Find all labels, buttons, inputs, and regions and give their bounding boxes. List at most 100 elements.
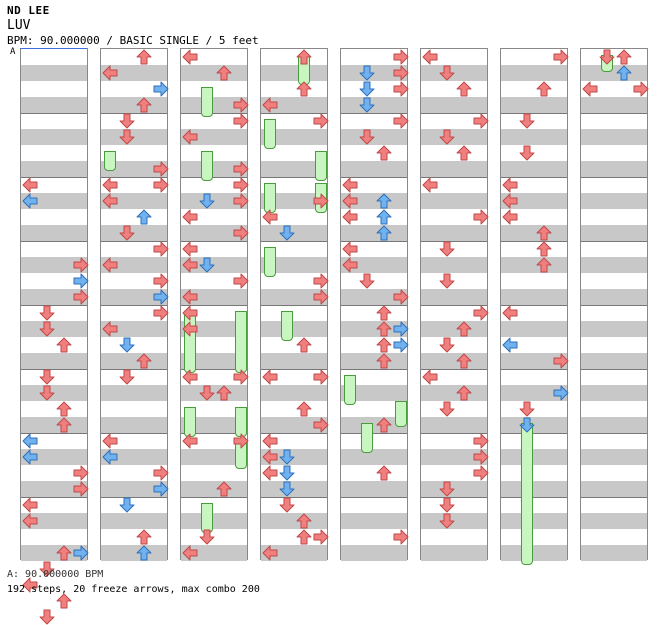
beat-band bbox=[501, 161, 567, 177]
beat-band bbox=[421, 193, 487, 209]
step-arrow-left-icon bbox=[262, 369, 278, 385]
step-arrow-up-icon bbox=[56, 337, 72, 353]
step-arrow-right-icon bbox=[313, 529, 329, 545]
freeze-arrow bbox=[395, 400, 407, 427]
step-arrow-up-icon bbox=[616, 65, 632, 81]
step-arrow-right-icon bbox=[393, 337, 409, 353]
beat-band bbox=[421, 289, 487, 305]
step-arrow-left-icon bbox=[182, 321, 198, 337]
step-arrow-right-icon bbox=[153, 241, 169, 257]
step-arrow-right-icon bbox=[73, 545, 89, 561]
step-arrow-down-icon bbox=[359, 65, 375, 81]
measure-line bbox=[341, 113, 407, 114]
step-arrow-right-icon bbox=[393, 49, 409, 65]
step-arrow-right-icon bbox=[313, 289, 329, 305]
beat-band bbox=[501, 545, 567, 561]
beat-band bbox=[101, 449, 167, 465]
beat-band bbox=[261, 129, 327, 145]
measure-line bbox=[21, 113, 87, 114]
beat-band bbox=[181, 417, 247, 433]
beat-band bbox=[421, 321, 487, 337]
beat-band bbox=[181, 65, 247, 81]
step-arrow-right-icon bbox=[313, 369, 329, 385]
step-arrow-down-icon bbox=[359, 81, 375, 97]
measure-line bbox=[501, 369, 567, 370]
step-arrow-right-icon bbox=[313, 417, 329, 433]
measure-line bbox=[261, 305, 327, 306]
step-arrow-left-icon bbox=[102, 177, 118, 193]
measure-line bbox=[21, 241, 87, 242]
beat-band bbox=[21, 417, 87, 433]
beat-band bbox=[181, 97, 247, 113]
measure-line bbox=[181, 369, 247, 370]
measure bbox=[581, 305, 647, 369]
step-arrow-right-icon bbox=[153, 305, 169, 321]
measure-line bbox=[21, 433, 87, 434]
step-arrow-down-icon bbox=[199, 257, 215, 273]
step-arrow-down-icon bbox=[359, 97, 375, 113]
step-arrow-up-icon bbox=[376, 321, 392, 337]
step-arrow-left-icon bbox=[502, 177, 518, 193]
step-arrow-left-icon bbox=[22, 193, 38, 209]
step-arrow-left-icon bbox=[102, 321, 118, 337]
step-arrow-right-icon bbox=[153, 465, 169, 481]
measure bbox=[261, 369, 327, 433]
beat-band bbox=[101, 353, 167, 369]
step-arrow-left-icon bbox=[422, 49, 438, 65]
measure-line bbox=[261, 177, 327, 178]
step-arrow-right-icon bbox=[393, 81, 409, 97]
beat-band bbox=[101, 481, 167, 497]
step-arrow-down-icon bbox=[39, 321, 55, 337]
beat-band bbox=[21, 513, 87, 529]
measure bbox=[261, 241, 327, 305]
step-arrow-right-icon bbox=[313, 113, 329, 129]
beat-band bbox=[261, 97, 327, 113]
step-arrow-left-icon bbox=[342, 209, 358, 225]
step-arrow-down-icon bbox=[279, 225, 295, 241]
measure bbox=[21, 369, 87, 433]
beat-band bbox=[581, 385, 647, 401]
measure bbox=[101, 305, 167, 369]
beat-band bbox=[421, 449, 487, 465]
step-arrow-up-icon bbox=[296, 513, 312, 529]
measure bbox=[21, 241, 87, 305]
step-arrow-left-icon bbox=[502, 209, 518, 225]
beat-band bbox=[101, 161, 167, 177]
step-arrow-right-icon bbox=[553, 49, 569, 65]
measure bbox=[101, 49, 167, 113]
step-arrow-left-icon bbox=[502, 337, 518, 353]
measure-line bbox=[341, 369, 407, 370]
chart-column bbox=[180, 48, 249, 561]
measure bbox=[341, 177, 407, 241]
measure bbox=[341, 497, 407, 561]
step-arrow-left-icon bbox=[182, 369, 198, 385]
step-arrow-left-icon bbox=[182, 289, 198, 305]
step-arrow-down-icon bbox=[279, 497, 295, 513]
beat-band bbox=[181, 545, 247, 561]
measure-line bbox=[581, 305, 647, 306]
step-arrow-up-icon bbox=[216, 481, 232, 497]
step-arrow-right-icon bbox=[233, 161, 249, 177]
beat-band bbox=[581, 353, 647, 369]
step-arrow-right-icon bbox=[553, 385, 569, 401]
freeze-arrow bbox=[361, 423, 373, 453]
measure-line bbox=[421, 497, 487, 498]
measure-line bbox=[581, 177, 647, 178]
step-arrow-right-icon bbox=[233, 97, 249, 113]
step-arrow-right-icon bbox=[473, 113, 489, 129]
beat-band bbox=[421, 545, 487, 561]
measure-line bbox=[181, 177, 247, 178]
step-arrow-up-icon bbox=[536, 225, 552, 241]
measure-line bbox=[21, 305, 87, 306]
measure-line bbox=[581, 113, 647, 114]
step-arrow-up-icon bbox=[376, 209, 392, 225]
step-arrow-left-icon bbox=[342, 177, 358, 193]
measure bbox=[181, 497, 247, 561]
step-arrow-left-icon bbox=[262, 209, 278, 225]
beat-band bbox=[261, 385, 327, 401]
step-arrow-right-icon bbox=[393, 289, 409, 305]
beat-band bbox=[101, 257, 167, 273]
measure-line bbox=[181, 433, 247, 434]
measure-line bbox=[261, 241, 327, 242]
step-arrow-left-icon bbox=[182, 129, 198, 145]
